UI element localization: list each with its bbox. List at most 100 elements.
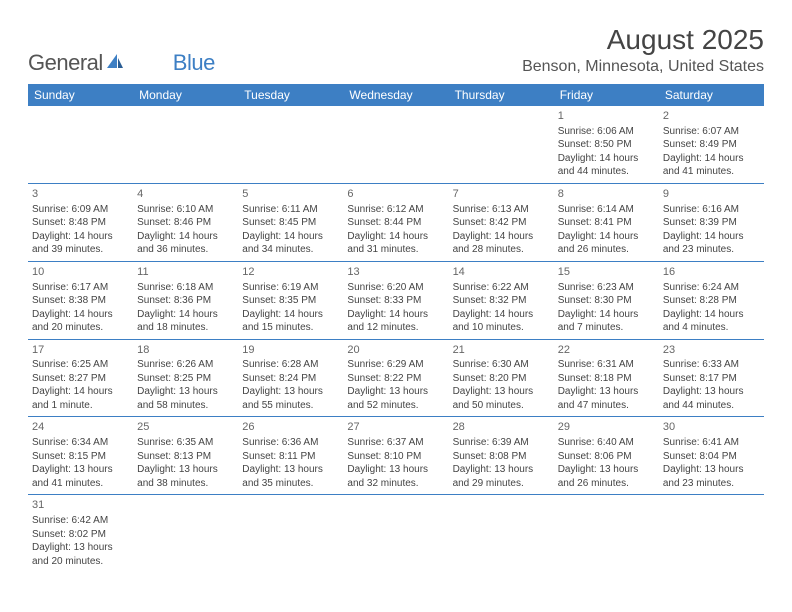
sunrise-text: Sunrise: 6:25 AM [32, 358, 129, 372]
sail-icon [105, 52, 125, 70]
sunrise-text: Sunrise: 6:41 AM [663, 436, 760, 450]
sunset-text: Sunset: 8:28 PM [663, 294, 760, 308]
sunset-text: Sunset: 8:20 PM [453, 372, 550, 386]
daylight-text: Daylight: 13 hours and 58 minutes. [137, 385, 234, 412]
sunrise-text: Sunrise: 6:14 AM [558, 203, 655, 217]
day-number: 2 [663, 109, 760, 124]
daylight-text: Daylight: 13 hours and 32 minutes. [347, 463, 444, 490]
day-number: 6 [347, 187, 444, 202]
calendar-cell: 8Sunrise: 6:14 AMSunset: 8:41 PMDaylight… [554, 183, 659, 261]
day-number: 17 [32, 343, 129, 358]
calendar-row: 3Sunrise: 6:09 AMSunset: 8:48 PMDaylight… [28, 183, 764, 261]
calendar-cell: 31Sunrise: 6:42 AMSunset: 8:02 PMDayligh… [28, 495, 133, 572]
sunset-text: Sunset: 8:27 PM [32, 372, 129, 386]
sunrise-text: Sunrise: 6:12 AM [347, 203, 444, 217]
daylight-text: Daylight: 13 hours and 38 minutes. [137, 463, 234, 490]
day-number: 23 [663, 343, 760, 358]
logo-text-2: Blue [173, 50, 215, 76]
sunset-text: Sunset: 8:04 PM [663, 450, 760, 464]
calendar-cell: 14Sunrise: 6:22 AMSunset: 8:32 PMDayligh… [449, 261, 554, 339]
title-block: August 2025 Benson, Minnesota, United St… [522, 24, 764, 76]
sunset-text: Sunset: 8:33 PM [347, 294, 444, 308]
day-number: 29 [558, 420, 655, 435]
sunrise-text: Sunrise: 6:22 AM [453, 281, 550, 295]
header: General Blue August 2025 Benson, Minneso… [28, 24, 764, 76]
calendar-cell [238, 495, 343, 572]
calendar-cell [238, 106, 343, 183]
logo: General Blue [28, 50, 215, 76]
day-number: 4 [137, 187, 234, 202]
weekday-header: Friday [554, 84, 659, 106]
daylight-text: Daylight: 14 hours and 7 minutes. [558, 308, 655, 335]
logo-text-1: General [28, 50, 103, 76]
sunrise-text: Sunrise: 6:06 AM [558, 125, 655, 139]
weekday-header: Tuesday [238, 84, 343, 106]
sunrise-text: Sunrise: 6:13 AM [453, 203, 550, 217]
sunrise-text: Sunrise: 6:34 AM [32, 436, 129, 450]
sunset-text: Sunset: 8:02 PM [32, 528, 129, 542]
calendar-row: 24Sunrise: 6:34 AMSunset: 8:15 PMDayligh… [28, 417, 764, 495]
sunrise-text: Sunrise: 6:07 AM [663, 125, 760, 139]
day-number: 12 [242, 265, 339, 280]
day-number: 19 [242, 343, 339, 358]
sunrise-text: Sunrise: 6:24 AM [663, 281, 760, 295]
sunrise-text: Sunrise: 6:42 AM [32, 514, 129, 528]
daylight-text: Daylight: 14 hours and 18 minutes. [137, 308, 234, 335]
calendar-cell [449, 495, 554, 572]
calendar-cell [343, 495, 448, 572]
sunset-text: Sunset: 8:39 PM [663, 216, 760, 230]
weekday-header: Wednesday [343, 84, 448, 106]
day-number: 7 [453, 187, 550, 202]
sunrise-text: Sunrise: 6:09 AM [32, 203, 129, 217]
daylight-text: Daylight: 14 hours and 10 minutes. [453, 308, 550, 335]
calendar-row: 1Sunrise: 6:06 AMSunset: 8:50 PMDaylight… [28, 106, 764, 183]
daylight-text: Daylight: 14 hours and 12 minutes. [347, 308, 444, 335]
weekday-header: Saturday [659, 84, 764, 106]
page-title: August 2025 [522, 24, 764, 56]
calendar-cell [449, 106, 554, 183]
calendar-cell: 13Sunrise: 6:20 AMSunset: 8:33 PMDayligh… [343, 261, 448, 339]
sunrise-text: Sunrise: 6:17 AM [32, 281, 129, 295]
daylight-text: Daylight: 14 hours and 44 minutes. [558, 152, 655, 179]
sunset-text: Sunset: 8:46 PM [137, 216, 234, 230]
daylight-text: Daylight: 14 hours and 1 minute. [32, 385, 129, 412]
calendar-cell: 5Sunrise: 6:11 AMSunset: 8:45 PMDaylight… [238, 183, 343, 261]
calendar-row: 10Sunrise: 6:17 AMSunset: 8:38 PMDayligh… [28, 261, 764, 339]
calendar-body: 1Sunrise: 6:06 AMSunset: 8:50 PMDaylight… [28, 106, 764, 572]
calendar-table: SundayMondayTuesdayWednesdayThursdayFrid… [28, 84, 764, 572]
day-number: 3 [32, 187, 129, 202]
daylight-text: Daylight: 14 hours and 26 minutes. [558, 230, 655, 257]
daylight-text: Daylight: 14 hours and 34 minutes. [242, 230, 339, 257]
sunrise-text: Sunrise: 6:36 AM [242, 436, 339, 450]
calendar-cell: 2Sunrise: 6:07 AMSunset: 8:49 PMDaylight… [659, 106, 764, 183]
sunset-text: Sunset: 8:41 PM [558, 216, 655, 230]
calendar-cell: 6Sunrise: 6:12 AMSunset: 8:44 PMDaylight… [343, 183, 448, 261]
sunset-text: Sunset: 8:32 PM [453, 294, 550, 308]
calendar-cell: 23Sunrise: 6:33 AMSunset: 8:17 PMDayligh… [659, 339, 764, 417]
daylight-text: Daylight: 14 hours and 15 minutes. [242, 308, 339, 335]
sunset-text: Sunset: 8:36 PM [137, 294, 234, 308]
sunset-text: Sunset: 8:42 PM [453, 216, 550, 230]
sunset-text: Sunset: 8:25 PM [137, 372, 234, 386]
calendar-cell [554, 495, 659, 572]
sunrise-text: Sunrise: 6:30 AM [453, 358, 550, 372]
day-number: 30 [663, 420, 760, 435]
day-number: 21 [453, 343, 550, 358]
day-number: 13 [347, 265, 444, 280]
calendar-cell: 19Sunrise: 6:28 AMSunset: 8:24 PMDayligh… [238, 339, 343, 417]
calendar-cell: 4Sunrise: 6:10 AMSunset: 8:46 PMDaylight… [133, 183, 238, 261]
day-number: 31 [32, 498, 129, 513]
calendar-cell [28, 106, 133, 183]
calendar-cell: 1Sunrise: 6:06 AMSunset: 8:50 PMDaylight… [554, 106, 659, 183]
weekday-header: Thursday [449, 84, 554, 106]
calendar-cell [133, 495, 238, 572]
calendar-cell: 21Sunrise: 6:30 AMSunset: 8:20 PMDayligh… [449, 339, 554, 417]
calendar-cell: 27Sunrise: 6:37 AMSunset: 8:10 PMDayligh… [343, 417, 448, 495]
sunrise-text: Sunrise: 6:20 AM [347, 281, 444, 295]
daylight-text: Daylight: 14 hours and 28 minutes. [453, 230, 550, 257]
sunrise-text: Sunrise: 6:39 AM [453, 436, 550, 450]
sunset-text: Sunset: 8:13 PM [137, 450, 234, 464]
calendar-cell: 18Sunrise: 6:26 AMSunset: 8:25 PMDayligh… [133, 339, 238, 417]
calendar-cell: 7Sunrise: 6:13 AMSunset: 8:42 PMDaylight… [449, 183, 554, 261]
sunrise-text: Sunrise: 6:11 AM [242, 203, 339, 217]
